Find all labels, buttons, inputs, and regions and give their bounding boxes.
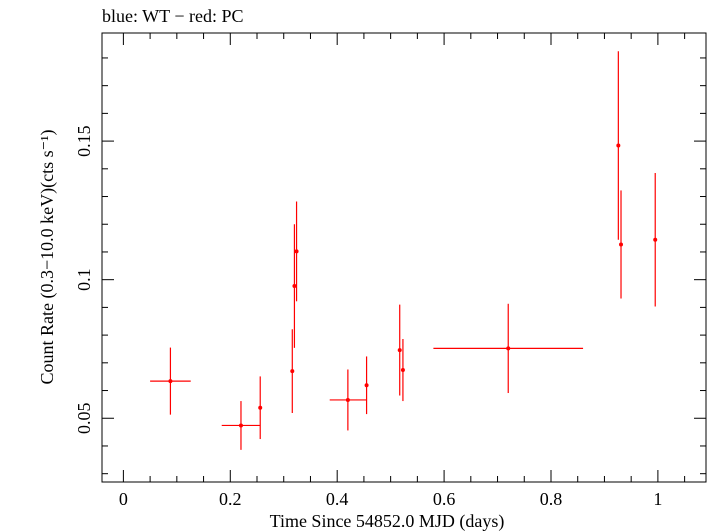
data-point <box>619 190 624 299</box>
x-tick-label: 1 <box>653 489 662 509</box>
point-marker <box>653 237 658 242</box>
y-tick-labels: 0.05 0.1 0.15 <box>74 125 94 434</box>
data-point <box>258 376 263 440</box>
x-tick-labels: 0 0.2 0.4 0.6 0.8 1 <box>119 489 663 509</box>
plot-frame <box>101 32 707 483</box>
point-marker <box>168 379 173 384</box>
data-point <box>397 304 402 396</box>
x-tick-label: 0 <box>119 489 128 509</box>
chart-title: blue: WT − red: PC <box>102 6 243 26</box>
point-marker <box>258 405 263 410</box>
y-tick-label: 0.15 <box>74 125 94 157</box>
data-point <box>364 356 369 415</box>
data-point <box>400 338 405 402</box>
x-axis-label: Time Since 54852.0 MJD (days) <box>270 511 505 532</box>
point-marker <box>292 284 297 289</box>
axis-ticks <box>102 33 706 482</box>
data-point <box>616 51 621 240</box>
data-point <box>329 369 367 431</box>
data-point <box>292 224 297 348</box>
point-marker <box>619 242 624 247</box>
y-tick-label: 0.1 <box>74 268 94 291</box>
data-point <box>433 303 584 394</box>
point-marker <box>400 368 405 373</box>
point-marker <box>294 249 299 254</box>
data-point <box>150 347 191 415</box>
data-points <box>150 51 658 450</box>
point-marker <box>364 383 369 388</box>
data-point <box>290 329 295 413</box>
y-axis-label: Count Rate (0.3−10.0 keV)(cts s⁻¹) <box>37 129 58 384</box>
y-tick-label: 0.05 <box>74 403 94 435</box>
data-point <box>294 201 299 302</box>
x-tick-label: 0.8 <box>540 489 563 509</box>
point-marker <box>397 348 402 353</box>
x-tick-label: 0.2 <box>219 489 242 509</box>
x-tick-label: 0.6 <box>433 489 456 509</box>
point-marker <box>506 346 511 351</box>
data-point <box>221 401 261 450</box>
point-marker <box>345 397 350 402</box>
point-marker <box>616 143 621 148</box>
x-tick-label: 0.4 <box>326 489 349 509</box>
data-point <box>653 172 658 307</box>
point-marker <box>238 423 243 428</box>
point-marker <box>290 369 295 374</box>
